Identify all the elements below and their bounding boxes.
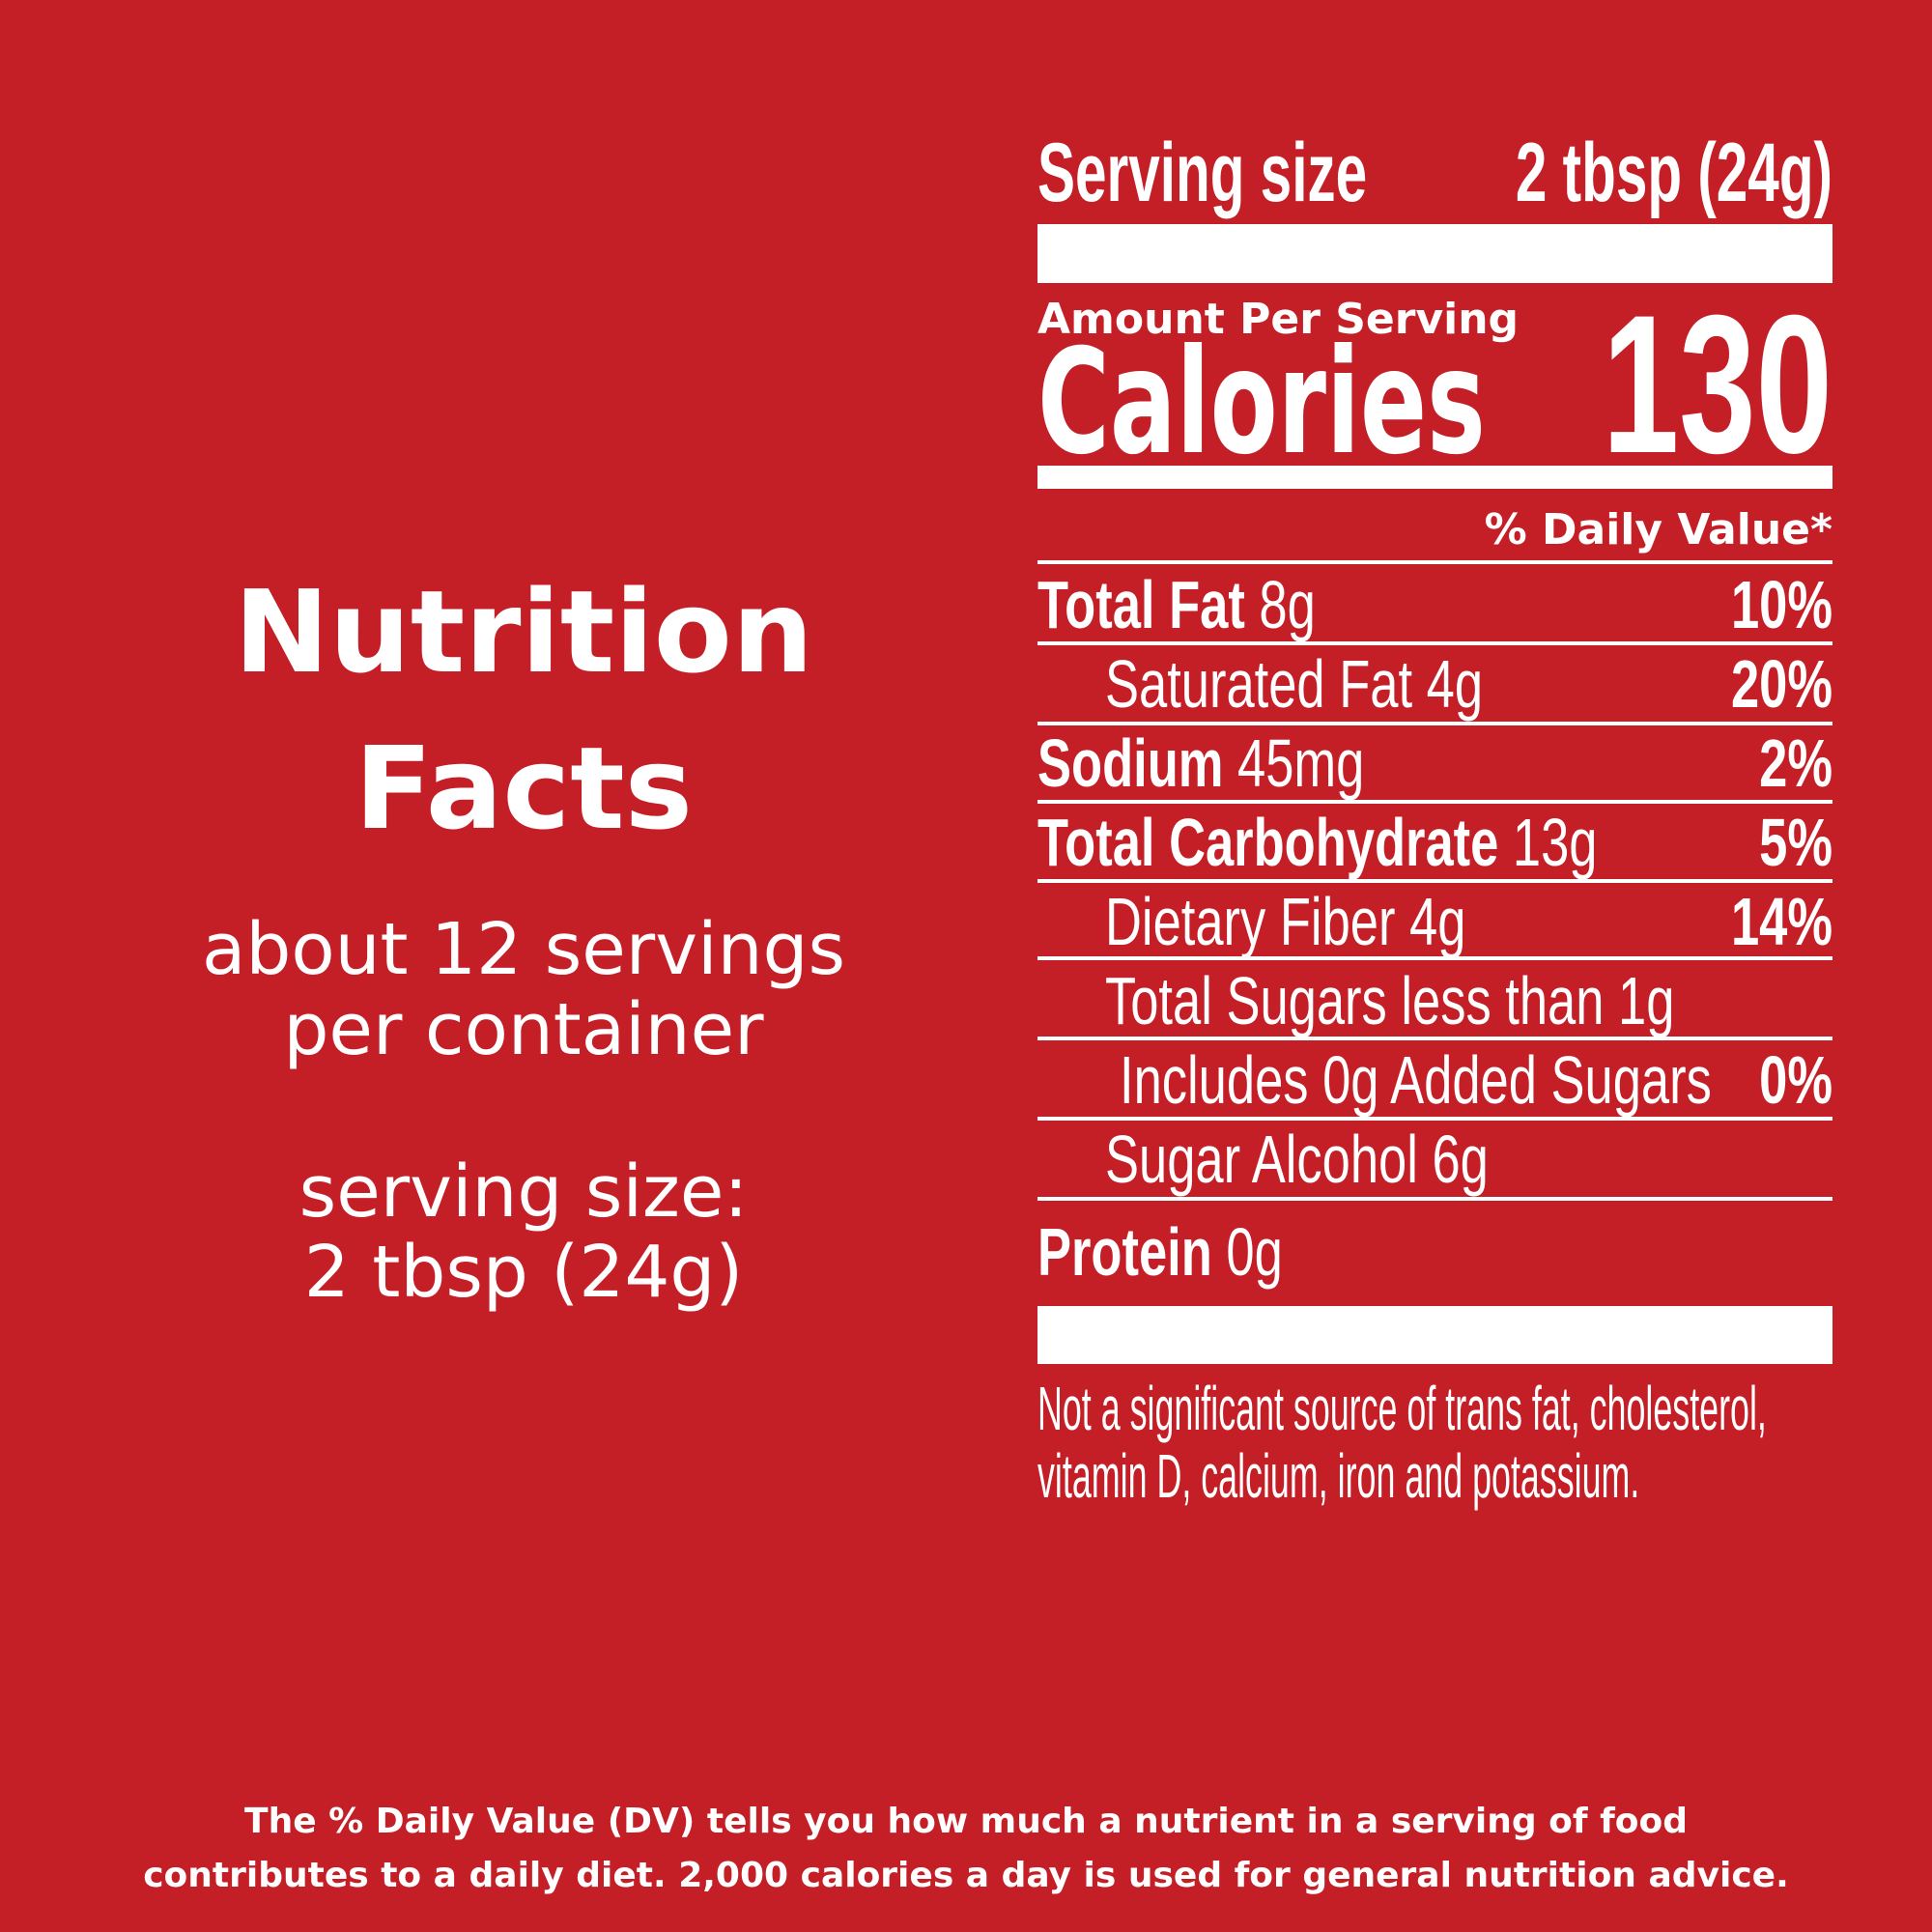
- daily-value: 2%: [1759, 726, 1833, 802]
- serving-size-value-group: 2 tbsp (24g): [1516, 126, 1833, 219]
- daily-value: 5%: [1759, 806, 1833, 881]
- nutrient-name: Sodium: [1037, 726, 1223, 802]
- serving-size: 2 tbsp (24g): [304, 1231, 744, 1314]
- servings: about 12 servings: [202, 908, 845, 991]
- calories-value: 130: [1603, 275, 1833, 495]
- row-dv-group: 10%: [1731, 568, 1833, 643]
- calories-label-group: Calories: [1037, 319, 1486, 487]
- footnote-group: Not a significant source of trans fat, c…: [1037, 1374, 1767, 1511]
- row-rule: [1037, 1037, 1833, 1040]
- row-label-group: Includes 0g Added Sugars: [1120, 1043, 1712, 1119]
- nutrient-label: Sugar Alcohol 6g: [1105, 1122, 1489, 1198]
- serving-size-value: 2 tbsp (24g): [1516, 126, 1833, 219]
- row-rule: [1037, 800, 1833, 804]
- title: Facts: [355, 722, 693, 855]
- row-label: Total Sugars less than 1g: [1105, 964, 1674, 1039]
- row-dv-group: 0%: [1759, 1043, 1833, 1119]
- footnote: Not a significant source of trans fat, c…: [1037, 1374, 1767, 1443]
- row-label: Sugar Alcohol 6g: [1105, 1122, 1489, 1198]
- nutrient-label: Dietary Fiber 4g: [1105, 885, 1465, 960]
- footer: The % Daily Value (DV) tells you how muc…: [244, 1802, 1688, 1841]
- row-label: Includes 0g Added Sugars: [1120, 1043, 1712, 1119]
- row-dv-group: 20%: [1731, 647, 1833, 723]
- thick-rule: [1037, 1306, 1833, 1364]
- footer: contributes to a daily diet. 2,000 calor…: [143, 1856, 1789, 1895]
- nutrient-name: Protein: [1037, 1215, 1212, 1291]
- nutrient-amount: 13g: [1513, 806, 1598, 881]
- calories-label: Calories: [1037, 319, 1486, 487]
- nutrient-label: Includes 0g Added Sugars: [1120, 1043, 1712, 1119]
- row-label: Total Fat 8g: [1037, 568, 1316, 643]
- row-rule: [1037, 879, 1833, 883]
- row-label-group: Dietary Fiber 4g: [1105, 885, 1465, 960]
- nutrient-amount: 45mg: [1237, 726, 1364, 802]
- servings: per container: [283, 988, 764, 1071]
- row-dv-group: 2%: [1759, 726, 1833, 802]
- nutrient-amount: 0g: [1226, 1215, 1282, 1291]
- nutrient-label: Saturated Fat 4g: [1105, 647, 1483, 723]
- medium-rule: [1037, 466, 1833, 489]
- daily-value: 20%: [1731, 647, 1833, 723]
- nutrient-name: Total Fat: [1037, 568, 1245, 643]
- row-dv-group: 14%: [1731, 885, 1833, 960]
- row-rule: [1037, 722, 1833, 725]
- row-label-group: Total Fat 8g: [1037, 568, 1316, 643]
- row-rule: [1037, 956, 1833, 960]
- footnote: vitamin D, calcium, iron and potassium.: [1037, 1441, 1639, 1511]
- row-label-group: Saturated Fat 4g: [1105, 647, 1483, 723]
- thin-rule: [1037, 560, 1833, 564]
- row-rule: [1037, 1197, 1833, 1201]
- row-label: Total Carbohydrate 13g: [1037, 806, 1598, 881]
- title: Nutrition: [234, 565, 813, 698]
- row-rule: [1037, 1117, 1833, 1121]
- row-rule: [1037, 641, 1833, 645]
- nutrient-rows: Total Fat 8g 10% Saturated Fat 4g 20% Sodium…: [1037, 568, 1833, 1291]
- amount-per-serving: Amount Per Serving: [1037, 295, 1519, 344]
- serving-size: serving size:: [299, 1151, 749, 1234]
- row-label: Saturated Fat 4g: [1105, 647, 1483, 723]
- row-label: Protein 0g: [1037, 1215, 1283, 1291]
- daily-value: 10%: [1731, 568, 1833, 643]
- row-label-group: Total Carbohydrate 13g: [1037, 806, 1598, 881]
- calories-value-group: 130: [1603, 275, 1833, 495]
- nutrient-name: Total Carbohydrate: [1037, 806, 1498, 881]
- daily-value: 14%: [1731, 885, 1833, 960]
- row-dv-group: 5%: [1759, 806, 1833, 881]
- row-label-group: Sodium 45mg: [1037, 726, 1364, 802]
- thick-rule: [1037, 224, 1833, 283]
- daily-value-header: % Daily Value*: [1485, 505, 1833, 554]
- serving-size-label: Serving size: [1037, 126, 1367, 219]
- daily-value: 0%: [1759, 1043, 1833, 1119]
- row-label-group: Protein 0g: [1037, 1215, 1283, 1291]
- nutrient-amount: 8g: [1259, 568, 1315, 643]
- row-label: Sodium 45mg: [1037, 726, 1364, 802]
- serving-size-label-group: Serving size: [1037, 126, 1367, 219]
- row-label-group: Total Sugars less than 1g: [1105, 964, 1674, 1039]
- row-label-group: Sugar Alcohol 6g: [1105, 1122, 1489, 1198]
- nutrient-label: Total Sugars less than 1g: [1105, 964, 1674, 1039]
- row-label: Dietary Fiber 4g: [1105, 885, 1465, 960]
